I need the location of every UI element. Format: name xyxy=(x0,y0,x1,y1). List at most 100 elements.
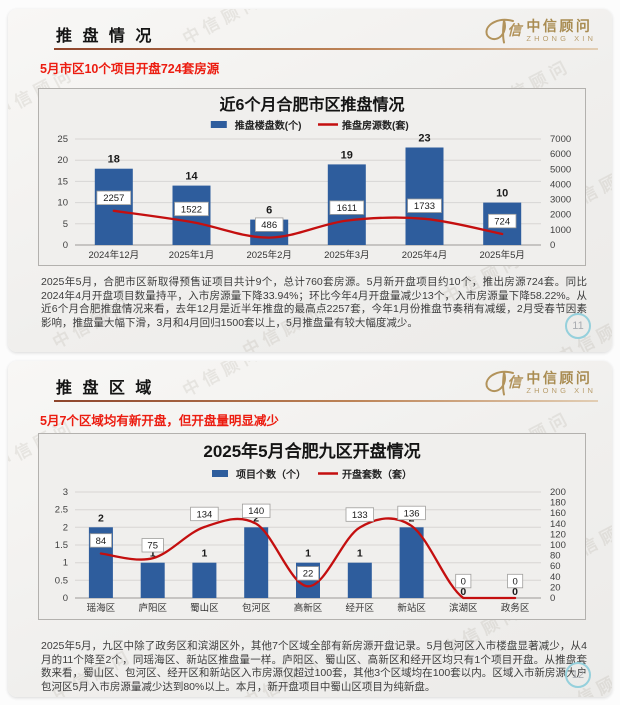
bar-value-label: 1 xyxy=(150,548,156,560)
category-label: 蜀山区 xyxy=(190,603,219,614)
axis-tick-label-right: 1000 xyxy=(550,225,571,236)
line-value-label: 84 xyxy=(96,536,107,547)
legend-label: 开盘套数（套） xyxy=(342,468,412,481)
page-number-badge: 11 xyxy=(565,313,591,339)
slide-tuipan-qingkuang: 中信顾问中信顾问中信顾问中信顾问中信顾问中信顾问中信顾问中信顾问中信顾问中信顾问… xyxy=(8,9,612,352)
brand-name-en: ZHONG XIN xyxy=(526,34,596,44)
bar xyxy=(140,562,165,598)
chart-title: 2025年5月合肥九区开盘情况 xyxy=(203,441,420,461)
axis-tick-label-right: 160 xyxy=(550,508,566,519)
category-label: 瑶海区 xyxy=(87,602,116,614)
axis-tick-label-right: 120 xyxy=(550,529,566,540)
trend-line xyxy=(112,209,504,239)
bar xyxy=(347,562,372,598)
category-label: 包河区 xyxy=(242,602,271,614)
brand-logo-xin-glyph: 信 xyxy=(507,374,522,390)
brand-logo-mark-icon: 信 xyxy=(483,369,521,397)
axis-tick-label-left: 0 xyxy=(63,240,68,251)
slide-subtitle: 5月7个区域均有新开盘，但开盘量明显减少 xyxy=(40,414,279,428)
axis-tick-label-left: 3 xyxy=(63,487,68,498)
axis-tick-label-right: 100 xyxy=(550,540,566,551)
line-value-label-box xyxy=(190,506,219,522)
axis-tick-label-right: 200 xyxy=(550,487,566,498)
axis-tick-label-left: 25 xyxy=(57,134,68,145)
brand-logo: 信 中信顾问 ZHONG XIN xyxy=(483,369,596,397)
axis-tick-label-right: 6000 xyxy=(550,149,571,160)
line-value-label-box xyxy=(329,200,365,215)
axis-tick-label-right: 0 xyxy=(550,593,555,604)
slide-content: 推 盘 情 况 信 中信顾问 ZHONG XIN 5月市区10个项目开盘724套… xyxy=(8,9,612,352)
legend-swatch-bar xyxy=(210,121,227,128)
axis-tick-label-left: 1 xyxy=(63,558,68,569)
header-underline xyxy=(54,400,598,402)
line-value-label-box xyxy=(455,573,472,589)
brand-name-en: ZHONG XIN xyxy=(526,386,596,396)
line-value-label-box xyxy=(96,190,132,205)
trend-line xyxy=(99,517,517,600)
brand-name-cn: 中信顾问 xyxy=(526,369,593,386)
axis-tick-label-right: 3000 xyxy=(550,195,571,206)
brand-name-cn: 中信顾问 xyxy=(526,17,593,34)
category-label: 庐阳区 xyxy=(138,602,167,614)
slide-content: 推 盘 区 域 信 中信顾问 ZHONG XIN 5月7个区域均有新开盘，但开盘… xyxy=(8,361,612,697)
bar-value-label: 1 xyxy=(357,548,363,560)
bar xyxy=(94,168,133,245)
line-value-label: 486 xyxy=(261,220,277,231)
line-value-label-box xyxy=(507,573,524,589)
bar-value-label: 2 xyxy=(253,512,259,524)
line-value-label-box xyxy=(174,201,209,217)
category-label: 2024年12月 xyxy=(88,249,139,261)
brand-logo-xin-glyph: 信 xyxy=(507,22,522,38)
axis-tick-label-right: 20 xyxy=(550,582,561,593)
chart-title: 近6个月合肥市区推盘情况 xyxy=(220,95,405,114)
axis-tick-label-left: 20 xyxy=(57,155,68,166)
line-value-label: 140 xyxy=(248,506,264,517)
bar-value-label: 1 xyxy=(305,548,311,560)
line-value-label-box xyxy=(141,538,164,553)
line-value-label: 136 xyxy=(404,508,420,519)
category-label: 2025年4月 xyxy=(402,249,447,261)
category-label: 高新区 xyxy=(294,602,323,614)
line-value-label: 1733 xyxy=(414,201,435,212)
category-label: 经开区 xyxy=(346,602,375,614)
line-value-label-box xyxy=(296,566,320,581)
axis-tick-label-left: 2 xyxy=(63,522,68,533)
axis-tick-label-left: 15 xyxy=(57,176,68,187)
category-label: 2025年3月 xyxy=(324,249,369,261)
line-value-label: 2257 xyxy=(103,193,124,204)
legend-label: 项目个数（个） xyxy=(236,468,306,481)
tuipan-trend-chart-box: 近6个月合肥市区推盘情况 推盘楼盘数(个) 推盘房源数(套) 0 5 10 15 20 25 0 1… xyxy=(38,88,586,266)
slide-header-title: 推 盘 区 域 xyxy=(56,380,155,397)
category-label: 2025年5月 xyxy=(479,249,524,261)
line-value-label-box xyxy=(254,217,284,232)
line-value-label-box xyxy=(487,213,517,229)
category-label: 2025年1月 xyxy=(169,249,214,261)
axis-tick-label-left: 0 xyxy=(63,593,68,604)
axis-tick-label-right: 0 xyxy=(550,240,555,251)
bar xyxy=(405,147,444,245)
line-value-label: 0 xyxy=(461,576,466,587)
axis-tick-label-right: 5000 xyxy=(550,164,571,175)
bar xyxy=(244,527,269,598)
analysis-paragraph: 2025年5月，合肥市区新取得预售证项目共计9个，总计760套房源。5月新开盘项… xyxy=(41,276,587,329)
district-open-chart-box: 2025年5月合肥九区开盘情况项目个数（个） 开盘套数（套） 0 0.5 1 1.5 2 2.… xyxy=(38,433,586,620)
axis-tick-label-left: 1.5 xyxy=(55,540,68,551)
bar-value-label: 2 xyxy=(98,512,104,524)
line-value-label-box xyxy=(89,533,113,548)
bar xyxy=(192,562,217,598)
axis-tick-label-left: 5 xyxy=(63,219,68,230)
brand-logo-mark-icon: 信 xyxy=(483,17,521,45)
legend-label: 推盘楼盘数(个) xyxy=(235,119,302,132)
slide-subtitle: 5月市区10个项目开盘724套房源 xyxy=(40,62,220,76)
line-value-label: 1522 xyxy=(181,204,202,215)
axis-tick-label-right: 7000 xyxy=(550,134,571,145)
axis-tick-label-left: 0.5 xyxy=(55,575,68,586)
axis-tick-label-right: 140 xyxy=(550,519,566,530)
axis-tick-label-left: 2.5 xyxy=(55,505,68,516)
line-value-label: 75 xyxy=(147,541,158,552)
bar xyxy=(399,527,424,598)
slide-tuipan-quyu: 中信顾问中信顾问中信顾问中信顾问中信顾问中信顾问中信顾问中信顾问中信顾问中信顾问… xyxy=(8,361,612,697)
axis-tick-label-right: 2000 xyxy=(550,210,571,221)
